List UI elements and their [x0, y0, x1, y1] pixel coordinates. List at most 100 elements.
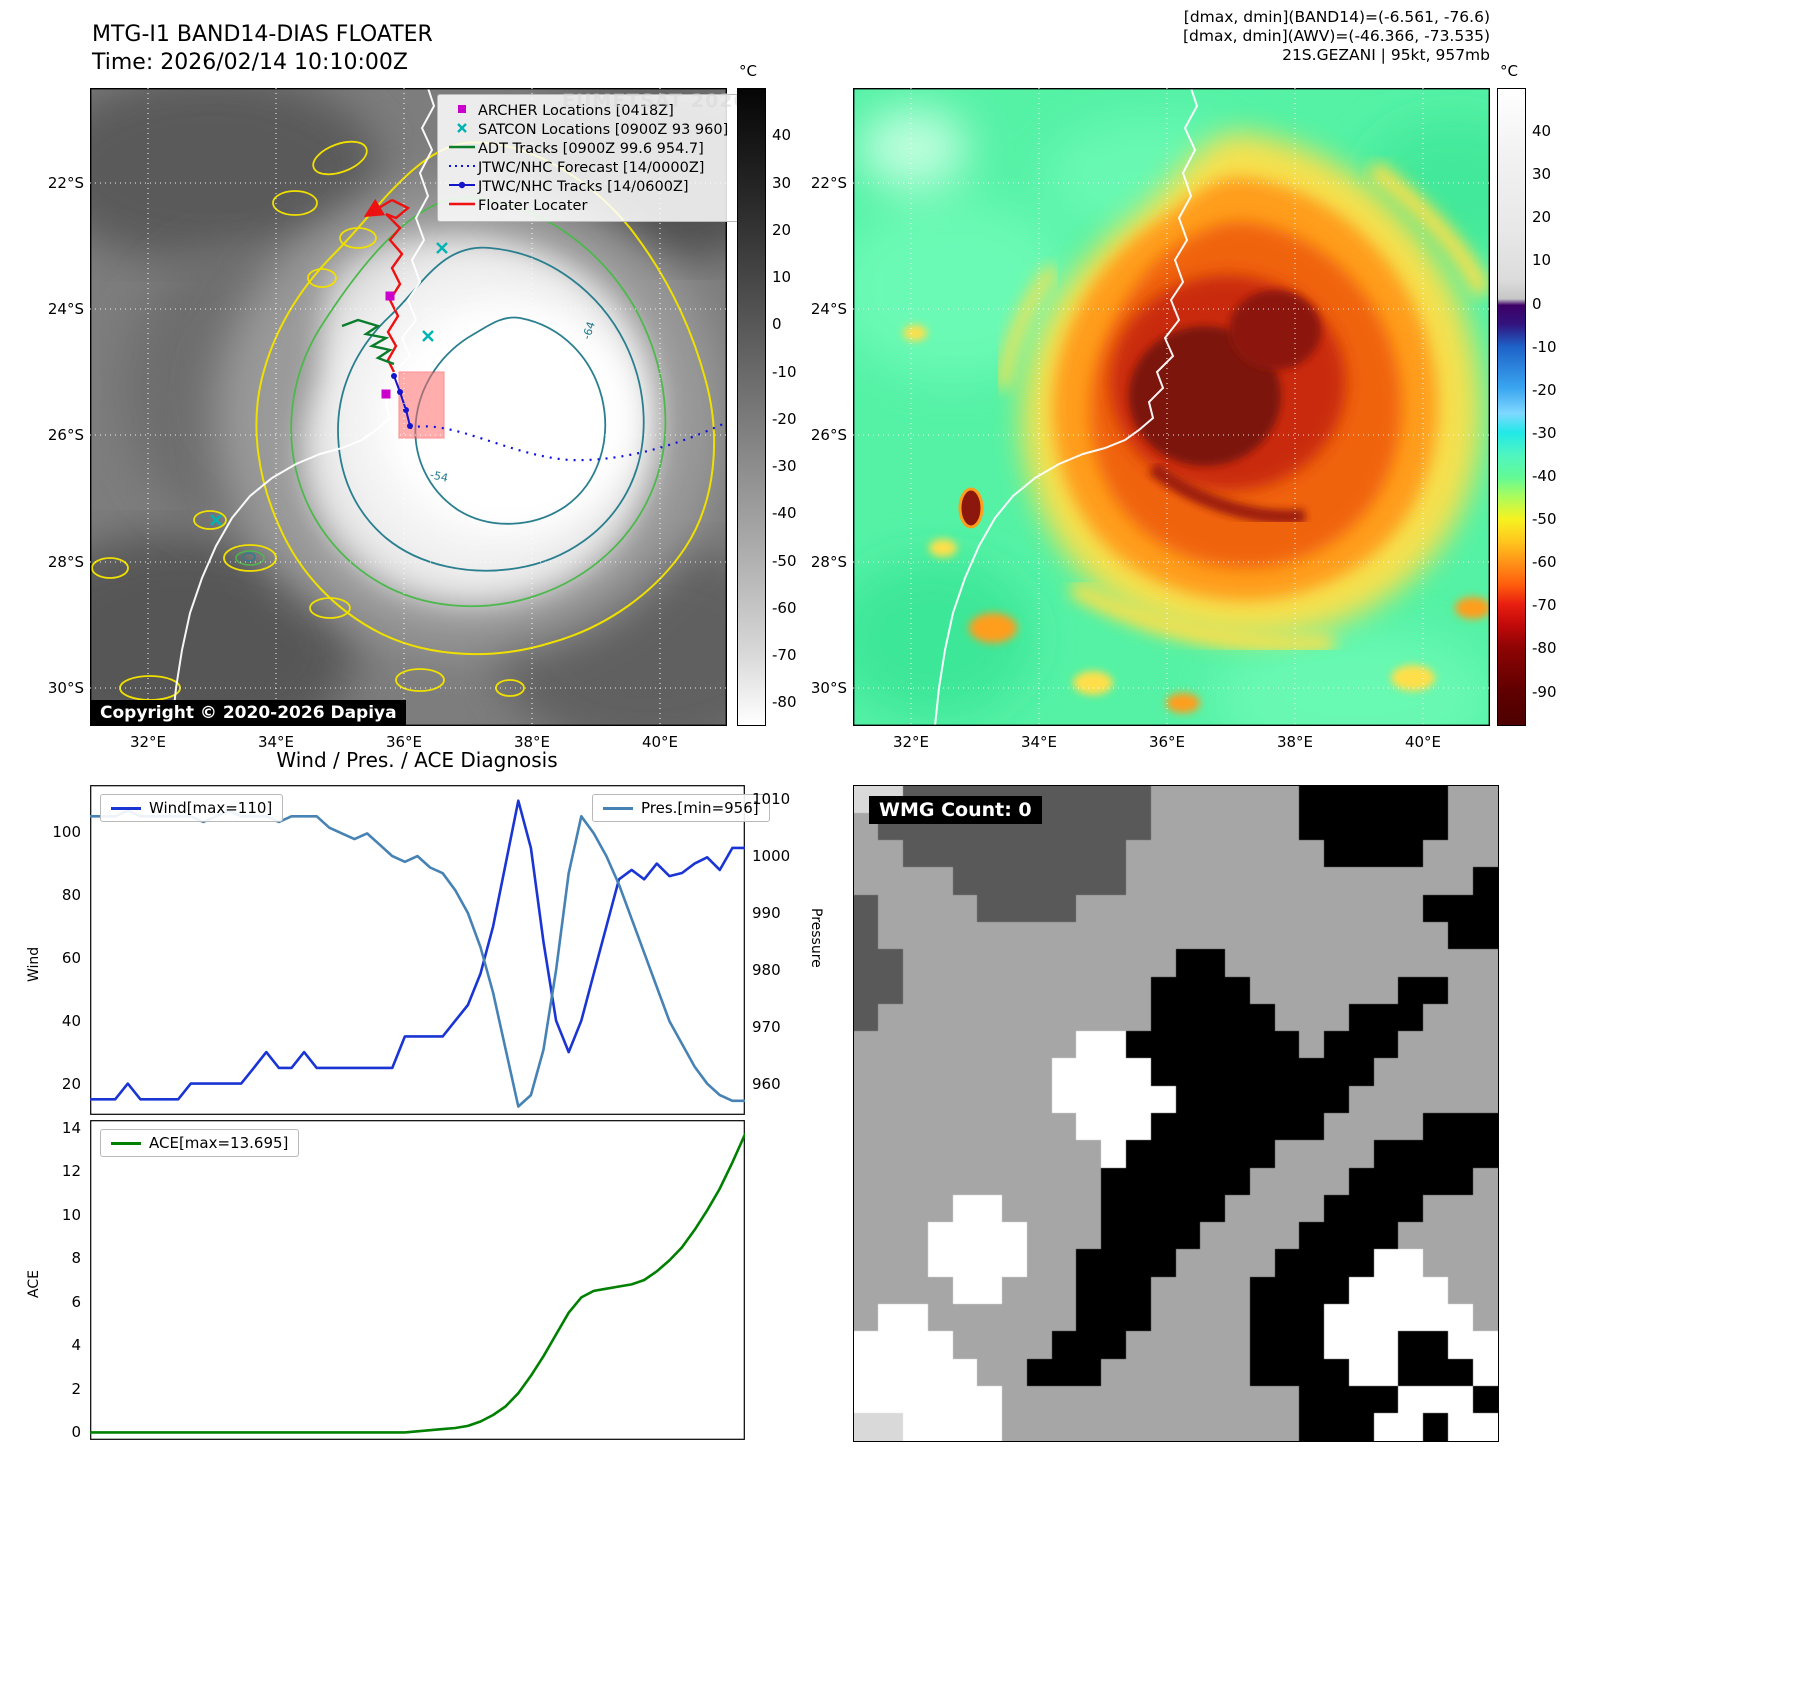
tick-label: 24°S: [47, 300, 84, 318]
tick-label: 24°S: [810, 300, 847, 318]
yellow-contour: [255, 141, 716, 656]
diagnosis-title: Wind / Pres. / ACE Diagnosis: [276, 748, 558, 772]
tick-label: -70: [1532, 596, 1557, 615]
series-line: [90, 799, 745, 1101]
line-marker-icon: [446, 197, 478, 215]
awv-colorbar: [1497, 88, 1526, 726]
wmg-count-label: WMG Count: 0: [869, 796, 1042, 824]
tick-label: 1000: [752, 847, 791, 866]
wind-legend: Wind[max=110]: [100, 794, 284, 822]
coastal-convection-spot: [958, 487, 984, 529]
archer-markers: [381, 291, 395, 399]
band14-time: Time: 2026/02/14 10:10:00Z: [92, 50, 408, 75]
tick-label: 20: [1532, 208, 1552, 227]
wmg-pixel-map: [853, 785, 1499, 1442]
ace-line-swatch: [111, 1141, 141, 1145]
tick-label: 960: [752, 1074, 781, 1093]
map-legend: ARCHER Locations [0418Z] SATCON Locations…: [437, 94, 747, 222]
tick-label: 14: [61, 1118, 81, 1137]
tick-label: 0: [772, 315, 782, 334]
tick-label: 32°E: [892, 733, 930, 751]
tick-label: 0: [71, 1423, 81, 1442]
band14-colorbar: [737, 88, 766, 726]
tick-label: -10: [772, 362, 797, 381]
tick-label: 60: [61, 948, 81, 967]
tick-label: -10: [1532, 337, 1557, 356]
tick-label: -60: [1532, 553, 1557, 572]
tick-label: 10: [61, 1205, 81, 1224]
legend-label: ADT Tracks [0900Z 99.6 954.7]: [478, 140, 704, 157]
tick-label: 40: [61, 1011, 81, 1030]
pres-line-swatch: [603, 806, 633, 810]
tick-label: 80: [61, 886, 81, 904]
tick-label: -20: [772, 409, 797, 428]
tick-label: -50: [1532, 510, 1557, 529]
tick-label: 22°S: [47, 174, 84, 192]
legend-item: ARCHER Locations [0418Z]: [446, 101, 738, 120]
tick-label: 20: [772, 220, 792, 239]
legend-item: JTWC/NHC Tracks [14/0600Z]: [446, 177, 738, 196]
tick-label: -20: [1532, 380, 1557, 399]
tick-label: 36°E: [1148, 733, 1186, 751]
tick-label: 28°S: [47, 553, 84, 571]
tick-label: 38°E: [1276, 733, 1314, 751]
floater-region-box: [398, 371, 445, 439]
watermark: EUMETSAT 2026: [562, 90, 748, 112]
tick-label: 36°E: [385, 733, 423, 751]
teal-contour-outer: [337, 246, 645, 572]
tick-label: 38°E: [513, 733, 551, 751]
jtwc-track: [393, 375, 411, 427]
tick-label: 28°S: [810, 553, 847, 571]
tick-label: 34°E: [1020, 733, 1058, 751]
tick-label: -80: [772, 693, 797, 712]
tick-label: 26°S: [47, 426, 84, 444]
legend-item: JTWC/NHC Forecast [14/0000Z]: [446, 158, 738, 177]
ace-axis-label: ACE: [26, 1270, 42, 1298]
pres-legend: Pres.[min=956]: [592, 794, 770, 822]
tick-label: -70: [772, 646, 797, 665]
tick-label: -80: [1532, 639, 1557, 658]
floater-arrow: [363, 198, 393, 217]
ace-legend: ACE[max=13.695]: [100, 1129, 300, 1157]
tick-label: 32°E: [129, 733, 167, 751]
band14-colorbar-unit: °C: [739, 62, 757, 80]
tick-label: 6: [71, 1292, 81, 1311]
tick-label: 30: [772, 173, 792, 192]
legend-item: SATCON Locations [0900Z 93 960]: [446, 120, 738, 139]
ace-chart: [90, 1120, 745, 1440]
tick-label: -40: [1532, 466, 1557, 485]
legend-label: Floater Locater: [478, 197, 588, 214]
tick-label: 8: [71, 1249, 81, 1268]
tick-label: 34°E: [257, 733, 295, 751]
tick-label: 4: [71, 1336, 81, 1355]
tick-label: 40°E: [641, 733, 679, 751]
tick-label: 12: [61, 1162, 81, 1181]
tick-label: -30: [772, 457, 797, 476]
tick-label: 26°S: [810, 426, 847, 444]
wind-pressure-chart: [90, 785, 745, 1115]
tick-label: 40°E: [1404, 733, 1442, 751]
pressure-axis-label: Pressure: [808, 908, 824, 968]
tick-label: 10: [1532, 251, 1552, 270]
ace-legend-label: ACE[max=13.695]: [149, 1134, 289, 1152]
coastline: [171, 88, 436, 726]
tick-label: -40: [772, 504, 797, 523]
wind-axis-label: Wind: [26, 946, 42, 982]
x-marker-icon: [446, 121, 478, 139]
tick-label: -60: [772, 598, 797, 617]
storm-id-intensity: 21S.GEZANI | 95kt, 957mb: [1282, 46, 1490, 64]
tick-label: 22°S: [810, 174, 847, 192]
square-marker-icon: [446, 102, 478, 120]
tick-label: 40: [772, 126, 792, 145]
wind-legend-label: Wind[max=110]: [149, 799, 273, 817]
awv-satellite-map: [853, 88, 1490, 726]
tick-label: 40: [1532, 122, 1552, 141]
tick-label: 970: [752, 1017, 781, 1036]
tick-label: 30°S: [810, 679, 847, 697]
tick-label: -90: [1532, 682, 1557, 701]
legend-label: SATCON Locations [0900Z 93 960]: [478, 121, 729, 138]
legend-label: ARCHER Locations [0418Z]: [478, 102, 674, 119]
tick-label: 1010: [752, 790, 791, 809]
tick-label: 2: [71, 1379, 81, 1398]
pres-legend-label: Pres.[min=956]: [641, 799, 759, 817]
